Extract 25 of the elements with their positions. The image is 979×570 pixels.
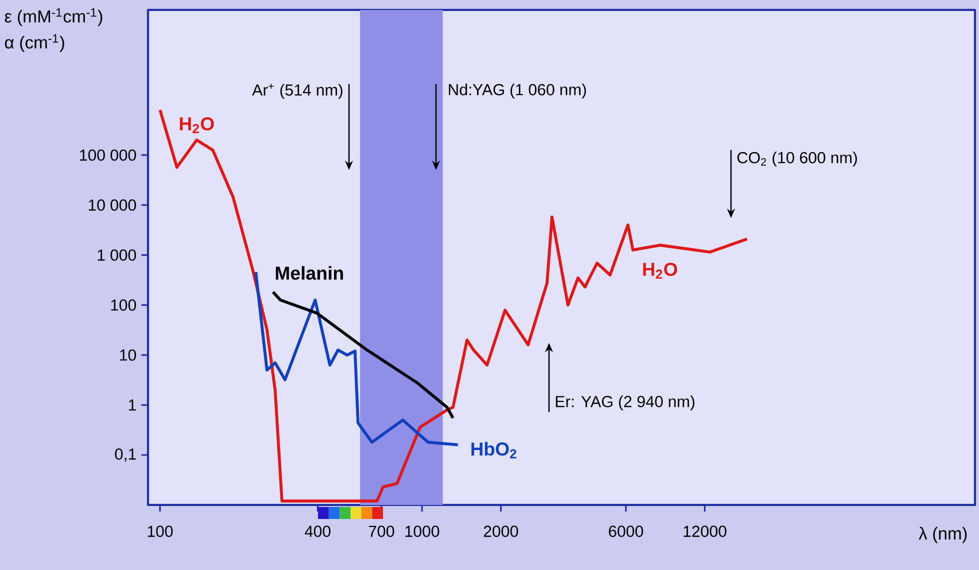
text: H$_{2}$O bbox=[643, 262, 678, 279]
x-tick-label: 6000 bbox=[608, 526, 644, 537]
y-tick-label: 10 000 bbox=[88, 199, 136, 211]
x-tick-label: 12000 bbox=[684, 526, 726, 537]
x-axis-title: λ (nm) bbox=[918, 526, 967, 544]
series-label: H$_{2}$O bbox=[180, 117, 214, 134]
series-label: Melanin bbox=[276, 266, 343, 280]
x-tick-label: 700 bbox=[368, 526, 394, 537]
annotation: Nd:YAG (1 060 nm) bbox=[448, 84, 586, 98]
y-tick-label: 10 bbox=[120, 349, 136, 361]
y-axis-title: ε (mM$^{-1}$cm$^{-1}$) bbox=[4, 8, 102, 26]
annotation: Ar$^{+}$ (514 nm) bbox=[252, 84, 342, 99]
y-tick-label: 1 bbox=[128, 400, 136, 411]
text: α (cm$^{-1}$) bbox=[5, 34, 64, 52]
series-label: HbO$_{2}$ bbox=[471, 442, 516, 458]
annotation: Er: YAG (2 940 nm) bbox=[556, 395, 694, 410]
annotation: CO$_{2}$ (10 600 nm) bbox=[737, 152, 857, 166]
x-tick-label: 1000 bbox=[405, 526, 440, 537]
y-tick-label: 100 bbox=[111, 299, 136, 311]
x-tick-label: 100 bbox=[148, 526, 173, 537]
y-tick-label: 1 000 bbox=[98, 249, 136, 261]
x-tick-label: 400 bbox=[304, 526, 330, 537]
x-tick-label: 2000 bbox=[484, 526, 518, 537]
y-tick-label: 100 000 bbox=[80, 149, 136, 161]
y-tick-label: 0,1 bbox=[115, 448, 136, 462]
